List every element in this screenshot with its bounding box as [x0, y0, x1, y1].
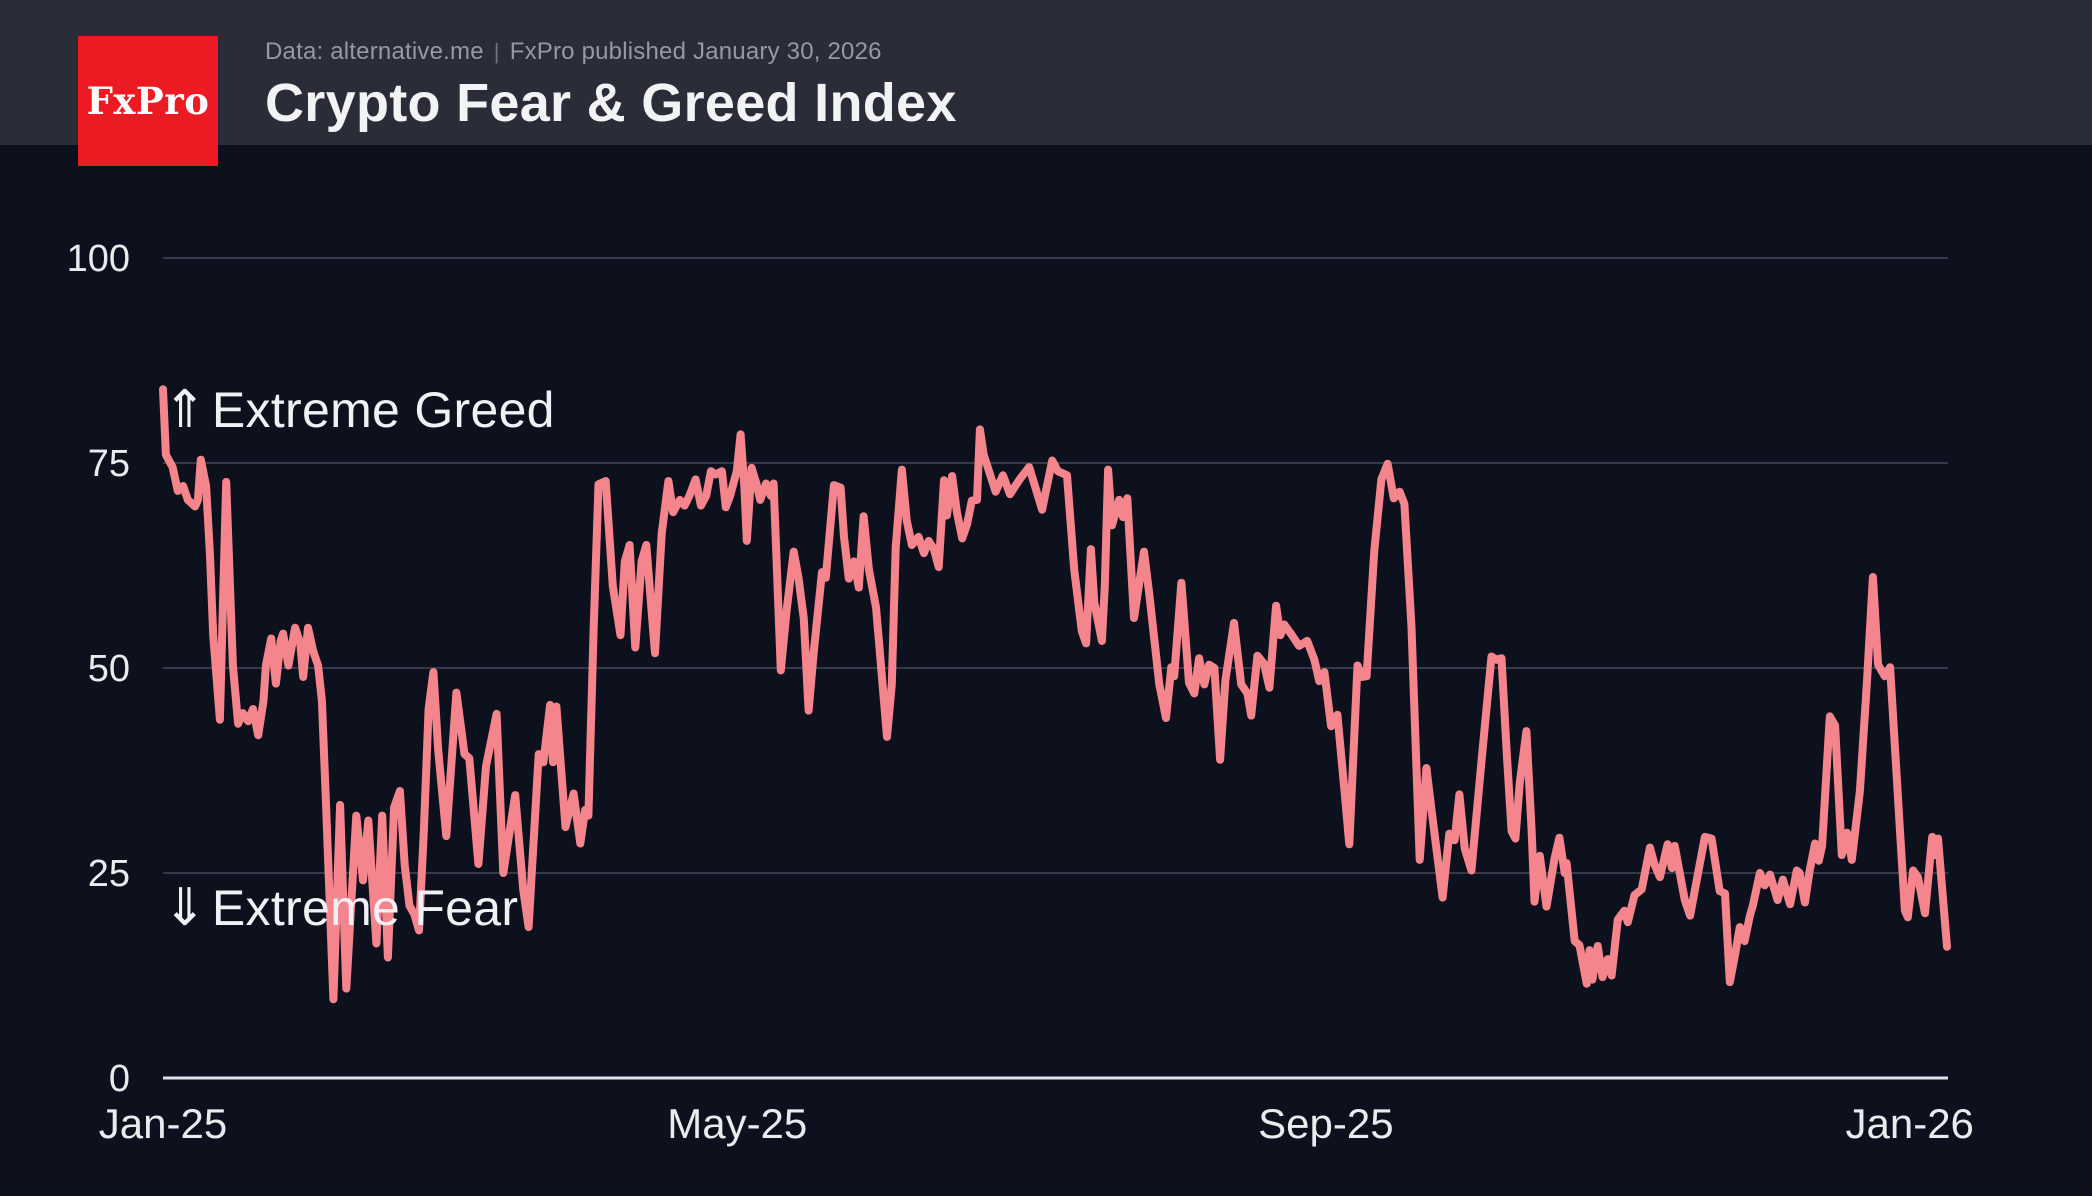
header: FxPro Data: alternative.me | FxPro publish… [0, 0, 2092, 166]
y-tick-label: 50 [88, 648, 130, 690]
published-label: FxPro published January 30, 2026 [509, 38, 882, 65]
double-up-arrow-icon: ⇑ [163, 380, 207, 440]
x-tick-label: Sep-25 [1258, 1100, 1393, 1147]
x-tick-labels: Jan-25 May-25 Sep-25 Jan-26 [99, 1100, 1974, 1147]
y-tick-label: 75 [88, 443, 130, 485]
x-tick-label: Jan-25 [99, 1100, 227, 1147]
x-tick-label: May-25 [667, 1100, 807, 1147]
page-title: Crypto Fear & Greed Index [265, 73, 957, 133]
y-tick-label: 0 [109, 1058, 130, 1100]
data-source-label: Data: alternative.me [265, 38, 484, 65]
extreme-greed-label: Extreme Greed [211, 382, 555, 438]
fxpro-logo: FxPro [78, 36, 218, 166]
fxpro-logo-text: FxPro [86, 79, 210, 123]
extreme-fear-annotation: ⇓ Extreme Fear [163, 878, 518, 938]
y-tick-label: 25 [88, 853, 130, 895]
gridlines [163, 257, 1948, 874]
y-tick-labels: 0 25 50 75 100 [67, 238, 130, 1100]
extreme-fear-label: Extreme Fear [211, 880, 519, 936]
x-tick-label: Jan-26 [1846, 1100, 1974, 1147]
line-chart: 0 25 50 75 100 Jan-25 May-25 Sep-25 Jan-26 [67, 238, 1974, 1147]
index-line [159, 385, 1951, 1004]
subtitle-divider: | [493, 39, 500, 64]
extreme-greed-annotation: ⇑ Extreme Greed [163, 380, 555, 440]
y-tick-label: 100 [67, 238, 130, 280]
double-down-arrow-icon: ⇓ [163, 878, 207, 938]
chart-area: 0 25 50 75 100 Jan-25 May-25 Sep-25 Jan-26 ⇑ Ex… [0, 145, 2092, 1196]
chart-subtitle: Data: alternative.me | FxPro published Jan… [265, 38, 882, 66]
